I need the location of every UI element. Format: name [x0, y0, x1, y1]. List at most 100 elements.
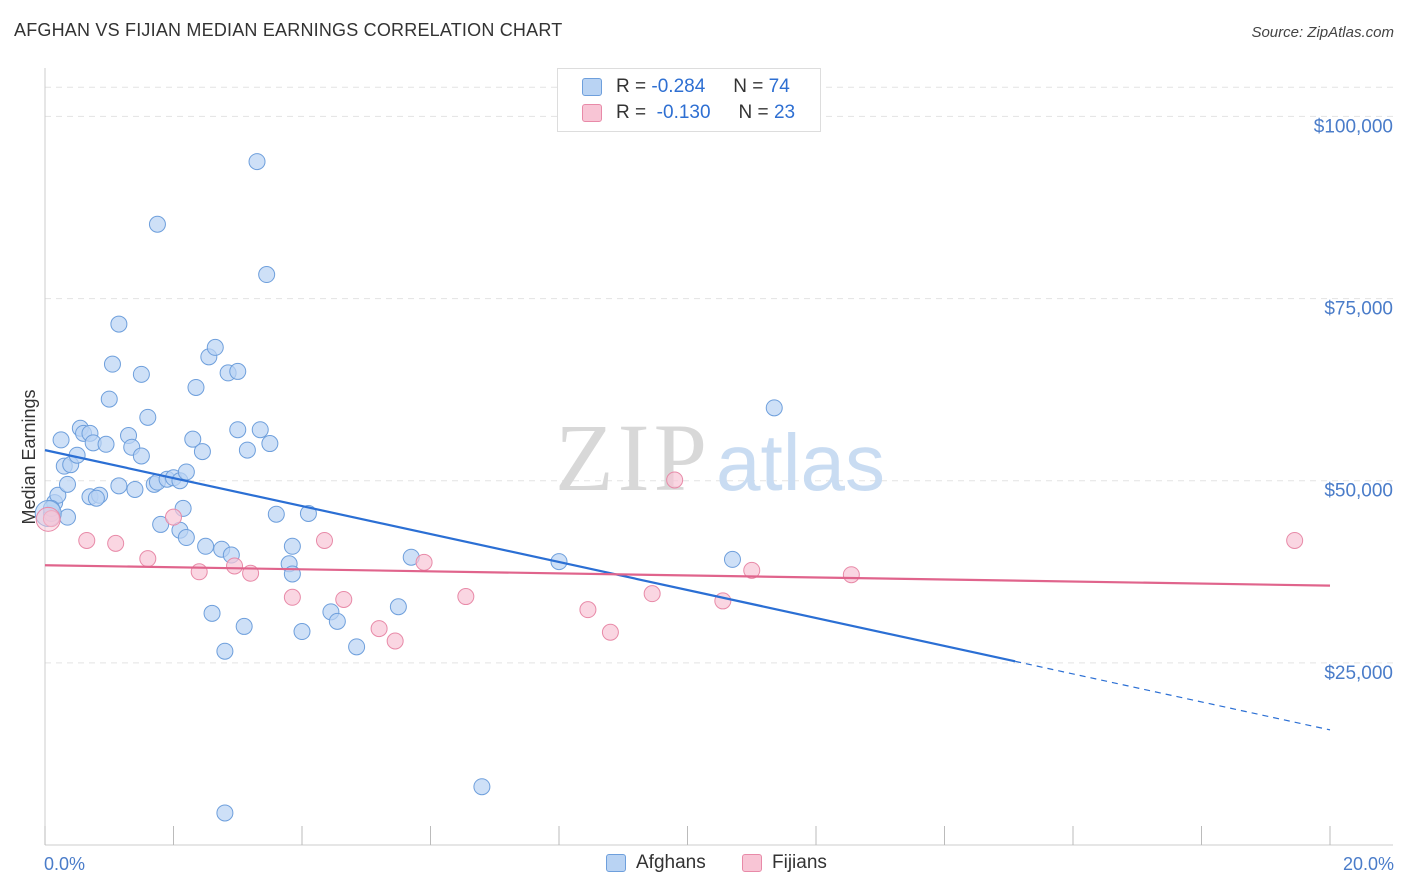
- chart-title: AFGHAN VS FIJIAN MEDIAN EARNINGS CORRELA…: [14, 20, 563, 40]
- afghan-point: [235, 617, 253, 635]
- x-tick-label-min: 0.0%: [44, 854, 85, 874]
- afghan-point: [58, 508, 76, 526]
- fijians-legend-label: Fijians: [772, 852, 827, 873]
- fijian-point: [165, 508, 182, 526]
- afghan-point: [238, 441, 256, 459]
- afghan-point: [126, 480, 144, 498]
- legend-row-fijians: R = -0.130 N = 23: [582, 101, 795, 125]
- fijian-point: [842, 566, 860, 584]
- afghans-legend-label: Afghans: [636, 852, 706, 873]
- afghan-point: [197, 537, 215, 555]
- fijian-point: [457, 588, 475, 606]
- y-tick-labels: $25,000 $50,000 $75,000 $100,000: [1314, 116, 1393, 683]
- legend-n-label: N =: [738, 102, 769, 123]
- fijian-point: [78, 531, 96, 549]
- legend-r-label: R =: [616, 102, 647, 123]
- legend-n-value: 23: [773, 102, 796, 123]
- afghan-point: [52, 431, 70, 449]
- afghan-point: [132, 447, 150, 465]
- fijians-legend-swatch: [742, 854, 762, 872]
- afghan-point: [229, 421, 247, 439]
- legend-r-value: -0.130: [656, 102, 711, 123]
- afghans-trend-extension: [1015, 660, 1331, 731]
- y-tick-label: $25,000: [1324, 663, 1393, 684]
- afghan-point: [251, 421, 269, 439]
- afghan-point: [177, 463, 195, 481]
- afghan-point: [299, 505, 317, 522]
- afghan-point: [193, 443, 211, 461]
- y-tick-label: $50,000: [1324, 481, 1393, 502]
- legend-row-afghans: R = -0.284 N = 74: [582, 75, 790, 99]
- x-tick-labels: 0.0% 20.0%: [44, 854, 1394, 874]
- fijian-point: [107, 534, 125, 552]
- watermark-zip: ZIP: [555, 404, 711, 511]
- afghan-point: [293, 623, 311, 641]
- fijian-point: [743, 561, 761, 579]
- afghan-point: [261, 435, 279, 453]
- afghan-point: [328, 612, 346, 630]
- afghan-point: [110, 477, 128, 495]
- afghan-point: [103, 355, 121, 373]
- legend-item-afghans[interactable]: Afghans: [606, 852, 706, 874]
- legend-r-label: R =: [616, 76, 647, 97]
- legend-n-label: N =: [733, 76, 764, 97]
- afghan-point: [258, 266, 276, 284]
- fijian-point: [714, 592, 732, 610]
- afghan-point: [87, 489, 105, 507]
- source-credit: Source: ZipAtlas.com: [1251, 24, 1394, 41]
- afghan-point: [267, 505, 285, 523]
- correlation-legend: R = -0.284 N = 74 R = -0.130 N = 23: [557, 68, 821, 132]
- afghan-point: [177, 529, 195, 547]
- afghan-point: [148, 215, 166, 233]
- afghan-point: [187, 378, 205, 396]
- legend-n-value: 74: [768, 76, 790, 97]
- legend-item-fijians[interactable]: Fijians: [742, 852, 827, 874]
- watermark: ZIP atlas: [555, 404, 885, 511]
- watermark-atlas: atlas: [716, 418, 885, 507]
- fijian-point: [139, 550, 157, 568]
- fijian-point: [386, 632, 404, 650]
- fijian-point: [315, 531, 333, 549]
- afghan-point: [110, 315, 128, 333]
- legend-r-value: -0.284: [651, 76, 706, 97]
- afghans-legend-swatch: [606, 854, 626, 872]
- afghan-point: [389, 598, 407, 616]
- fijian-point: [666, 471, 684, 489]
- fijian-point: [601, 623, 619, 641]
- afghan-point: [139, 408, 157, 426]
- fijian-point: [579, 601, 597, 619]
- afghan-point: [152, 515, 170, 533]
- afghan-point: [132, 365, 150, 383]
- afghan-point: [203, 604, 221, 622]
- afghan-point: [248, 153, 266, 171]
- afghan-point: [283, 537, 301, 555]
- afghan-point: [206, 338, 224, 356]
- axes: [44, 68, 1393, 846]
- afghan-point: [348, 638, 366, 656]
- y-tick-label: $100,000: [1314, 116, 1393, 137]
- fijians-trend-line: [44, 564, 1331, 587]
- trend-lines: [44, 449, 1331, 731]
- fijian-point: [643, 585, 661, 603]
- afghan-point: [229, 362, 247, 380]
- afghan-point: [765, 399, 783, 417]
- afghan-point: [216, 642, 234, 660]
- fijian-point: [283, 588, 301, 606]
- y-tick-label: $75,000: [1324, 299, 1393, 320]
- series-legend: Afghans Fijians: [0, 852, 1406, 878]
- fijian-point: [1286, 531, 1304, 549]
- fijian-point: [415, 553, 433, 571]
- afghans-trend-line: [44, 449, 1016, 663]
- fijian-point: [226, 557, 244, 575]
- afghan-point: [184, 430, 202, 448]
- fijian-point: [370, 620, 388, 638]
- x-tick-label-max: 20.0%: [1343, 854, 1394, 874]
- fijian-point: [35, 506, 61, 532]
- afghan-point: [100, 390, 118, 408]
- afghan-point: [58, 475, 76, 493]
- afghans-swatch: [582, 78, 602, 96]
- afghan-point: [473, 778, 491, 796]
- afghan-point: [216, 804, 234, 822]
- y-axis-label: Median Earnings: [19, 389, 39, 524]
